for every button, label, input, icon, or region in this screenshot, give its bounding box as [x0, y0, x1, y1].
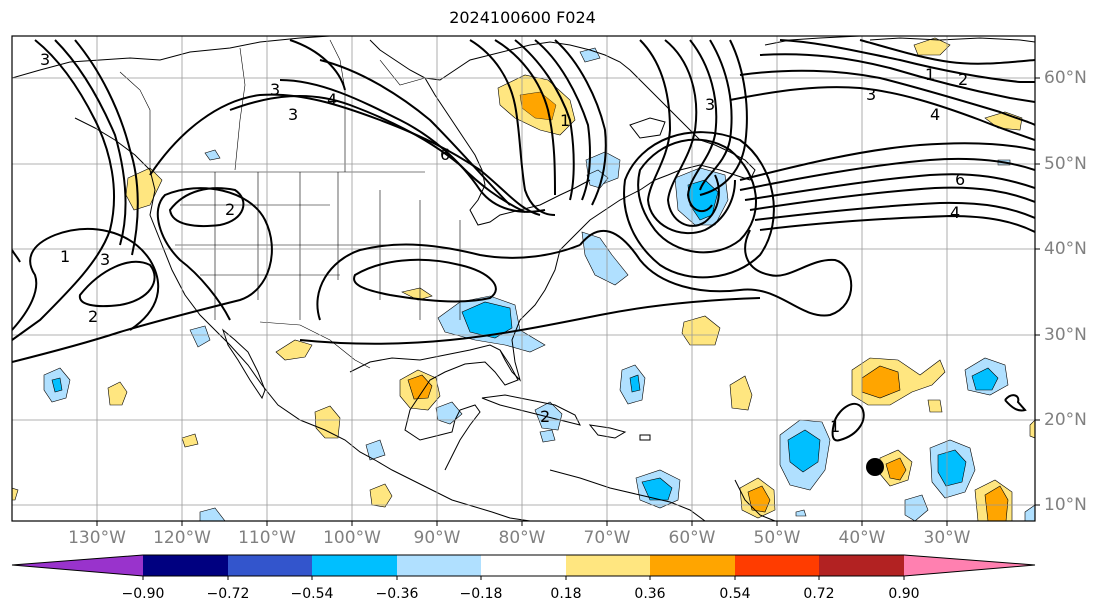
colorbar-segment	[566, 555, 650, 576]
lat-label: 50°N	[1044, 154, 1087, 174]
lon-label: 30°W	[923, 528, 971, 548]
contour-label: 1	[925, 65, 935, 84]
lat-label: 10°N	[1044, 495, 1087, 515]
colorbar-extend-high	[904, 555, 1035, 576]
lon-label: 60°W	[668, 528, 716, 548]
contour-label-group: 3 3 4 6 1 3 2 2 3 1 2 3 4 6 4 3 1 2 1	[40, 50, 968, 436]
map-body: 3 3 4 6 1 3 2 2 3 1 2 3 4 6 4 3 1 2 1	[12, 36, 1035, 521]
contour-label: 3	[866, 85, 876, 104]
contour-label: 3	[705, 95, 715, 114]
contour-label: 1	[560, 111, 570, 130]
colorbar-segment	[481, 555, 566, 576]
contour-label: 1	[60, 247, 70, 266]
lon-label: 80°W	[498, 528, 546, 548]
contour-label: 6	[440, 145, 450, 164]
colorbar-tick-label: 0.36	[634, 586, 666, 602]
colorbar-tick-label: −0.72	[206, 586, 250, 602]
lon-label: 110°W	[238, 528, 296, 548]
coastlines	[12, 36, 1035, 521]
contour-label: 4	[950, 203, 960, 222]
colorbar-tick-label: 0.72	[803, 586, 835, 602]
contour-label: 2	[958, 70, 968, 89]
contour-label: 2	[225, 200, 235, 219]
colorbar-tick-label: −0.18	[459, 586, 503, 602]
colorbar-tick-label: −0.54	[290, 586, 334, 602]
colorbar-segment	[397, 555, 481, 576]
contour-label: 6	[955, 170, 965, 189]
colorbar	[11, 554, 1036, 580]
lat-label: 60°N	[1044, 68, 1087, 88]
lon-label: 120°W	[153, 528, 211, 548]
contour-label: 3	[288, 105, 298, 124]
lon-label: 50°W	[753, 528, 801, 548]
lat-label: 30°N	[1044, 325, 1087, 345]
colorbar-extend-low	[12, 555, 143, 576]
colorbar-segment	[650, 555, 735, 576]
contour-label: 4	[327, 90, 337, 109]
lon-label: 90°W	[413, 528, 461, 548]
colorbar-tick-label: −0.36	[375, 586, 419, 602]
contour-label: 3	[100, 250, 110, 269]
contour-label: 4	[930, 105, 940, 124]
contour-label: 1	[830, 417, 840, 436]
lon-label: 70°W	[583, 528, 631, 548]
lon-label: 130°W	[68, 528, 126, 548]
contour-label: 3	[40, 50, 50, 69]
storm-center-marker	[866, 458, 884, 476]
colorbar-segment	[143, 555, 228, 576]
axis-ticks	[96, 77, 1040, 526]
contour-label: 3	[270, 80, 280, 99]
colorbar-segment	[735, 555, 819, 576]
map-title: 2024100600 F024	[449, 8, 596, 27]
lat-label: 20°N	[1044, 410, 1087, 430]
colorbar-segment	[312, 555, 397, 576]
gridlines	[12, 36, 1035, 521]
lon-label: 100°W	[323, 528, 381, 548]
contour-label: 2	[540, 407, 550, 426]
colorbar-tick-label: 0.18	[550, 586, 582, 602]
colorbar-tick-label: 0.54	[719, 586, 751, 602]
colorbar-segment	[228, 555, 312, 576]
colorbar-tick-label: −0.90	[121, 586, 165, 602]
contour-lines	[12, 39, 1035, 442]
shaded-negative-areas	[43, 47, 1035, 521]
map-frame	[11, 35, 1036, 522]
contour-label: 2	[88, 307, 98, 326]
lon-label: 40°W	[838, 528, 886, 548]
lat-label: 40°N	[1044, 239, 1087, 259]
colorbar-tick-label: 0.90	[888, 586, 920, 602]
colorbar-segment	[819, 555, 904, 576]
